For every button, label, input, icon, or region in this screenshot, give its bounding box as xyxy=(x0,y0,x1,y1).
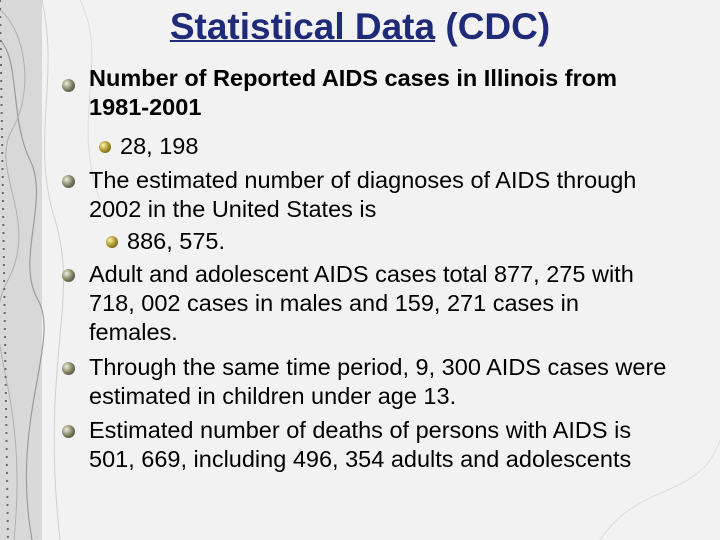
bullet xyxy=(62,175,75,188)
contour xyxy=(0,9,26,540)
contour xyxy=(41,0,65,540)
bullet xyxy=(62,269,75,282)
bullet xyxy=(62,425,75,438)
sub-bullet xyxy=(106,236,118,248)
bullet-text: Adult and adolescent AIDS cases total 87… xyxy=(89,261,634,345)
title-underlined: Statistical Data xyxy=(169,6,436,47)
contour xyxy=(599,439,720,540)
bullet-text: The estimated number of diagnoses of AID… xyxy=(89,167,637,222)
title-rest: (CDC) xyxy=(445,6,551,47)
sub-bullet-text: 886, 575. xyxy=(127,228,226,254)
contour xyxy=(79,0,101,201)
bullet-text: Estimated number of deaths of persons wi… xyxy=(89,417,632,472)
sub-bullet xyxy=(99,141,111,153)
bullet-text: Through the same time period, 9, 300 AID… xyxy=(89,354,667,409)
slide-title: Statistical Data (CDC) xyxy=(0,6,720,48)
contour xyxy=(0,0,9,540)
bullet xyxy=(62,362,75,375)
sub-bullet-text: 28, 198 xyxy=(120,133,199,159)
bullet-text: Number of Reported AIDS cases in Illinoi… xyxy=(89,65,617,120)
contour xyxy=(0,39,45,540)
bullet xyxy=(62,79,75,92)
left-strip xyxy=(0,0,42,540)
